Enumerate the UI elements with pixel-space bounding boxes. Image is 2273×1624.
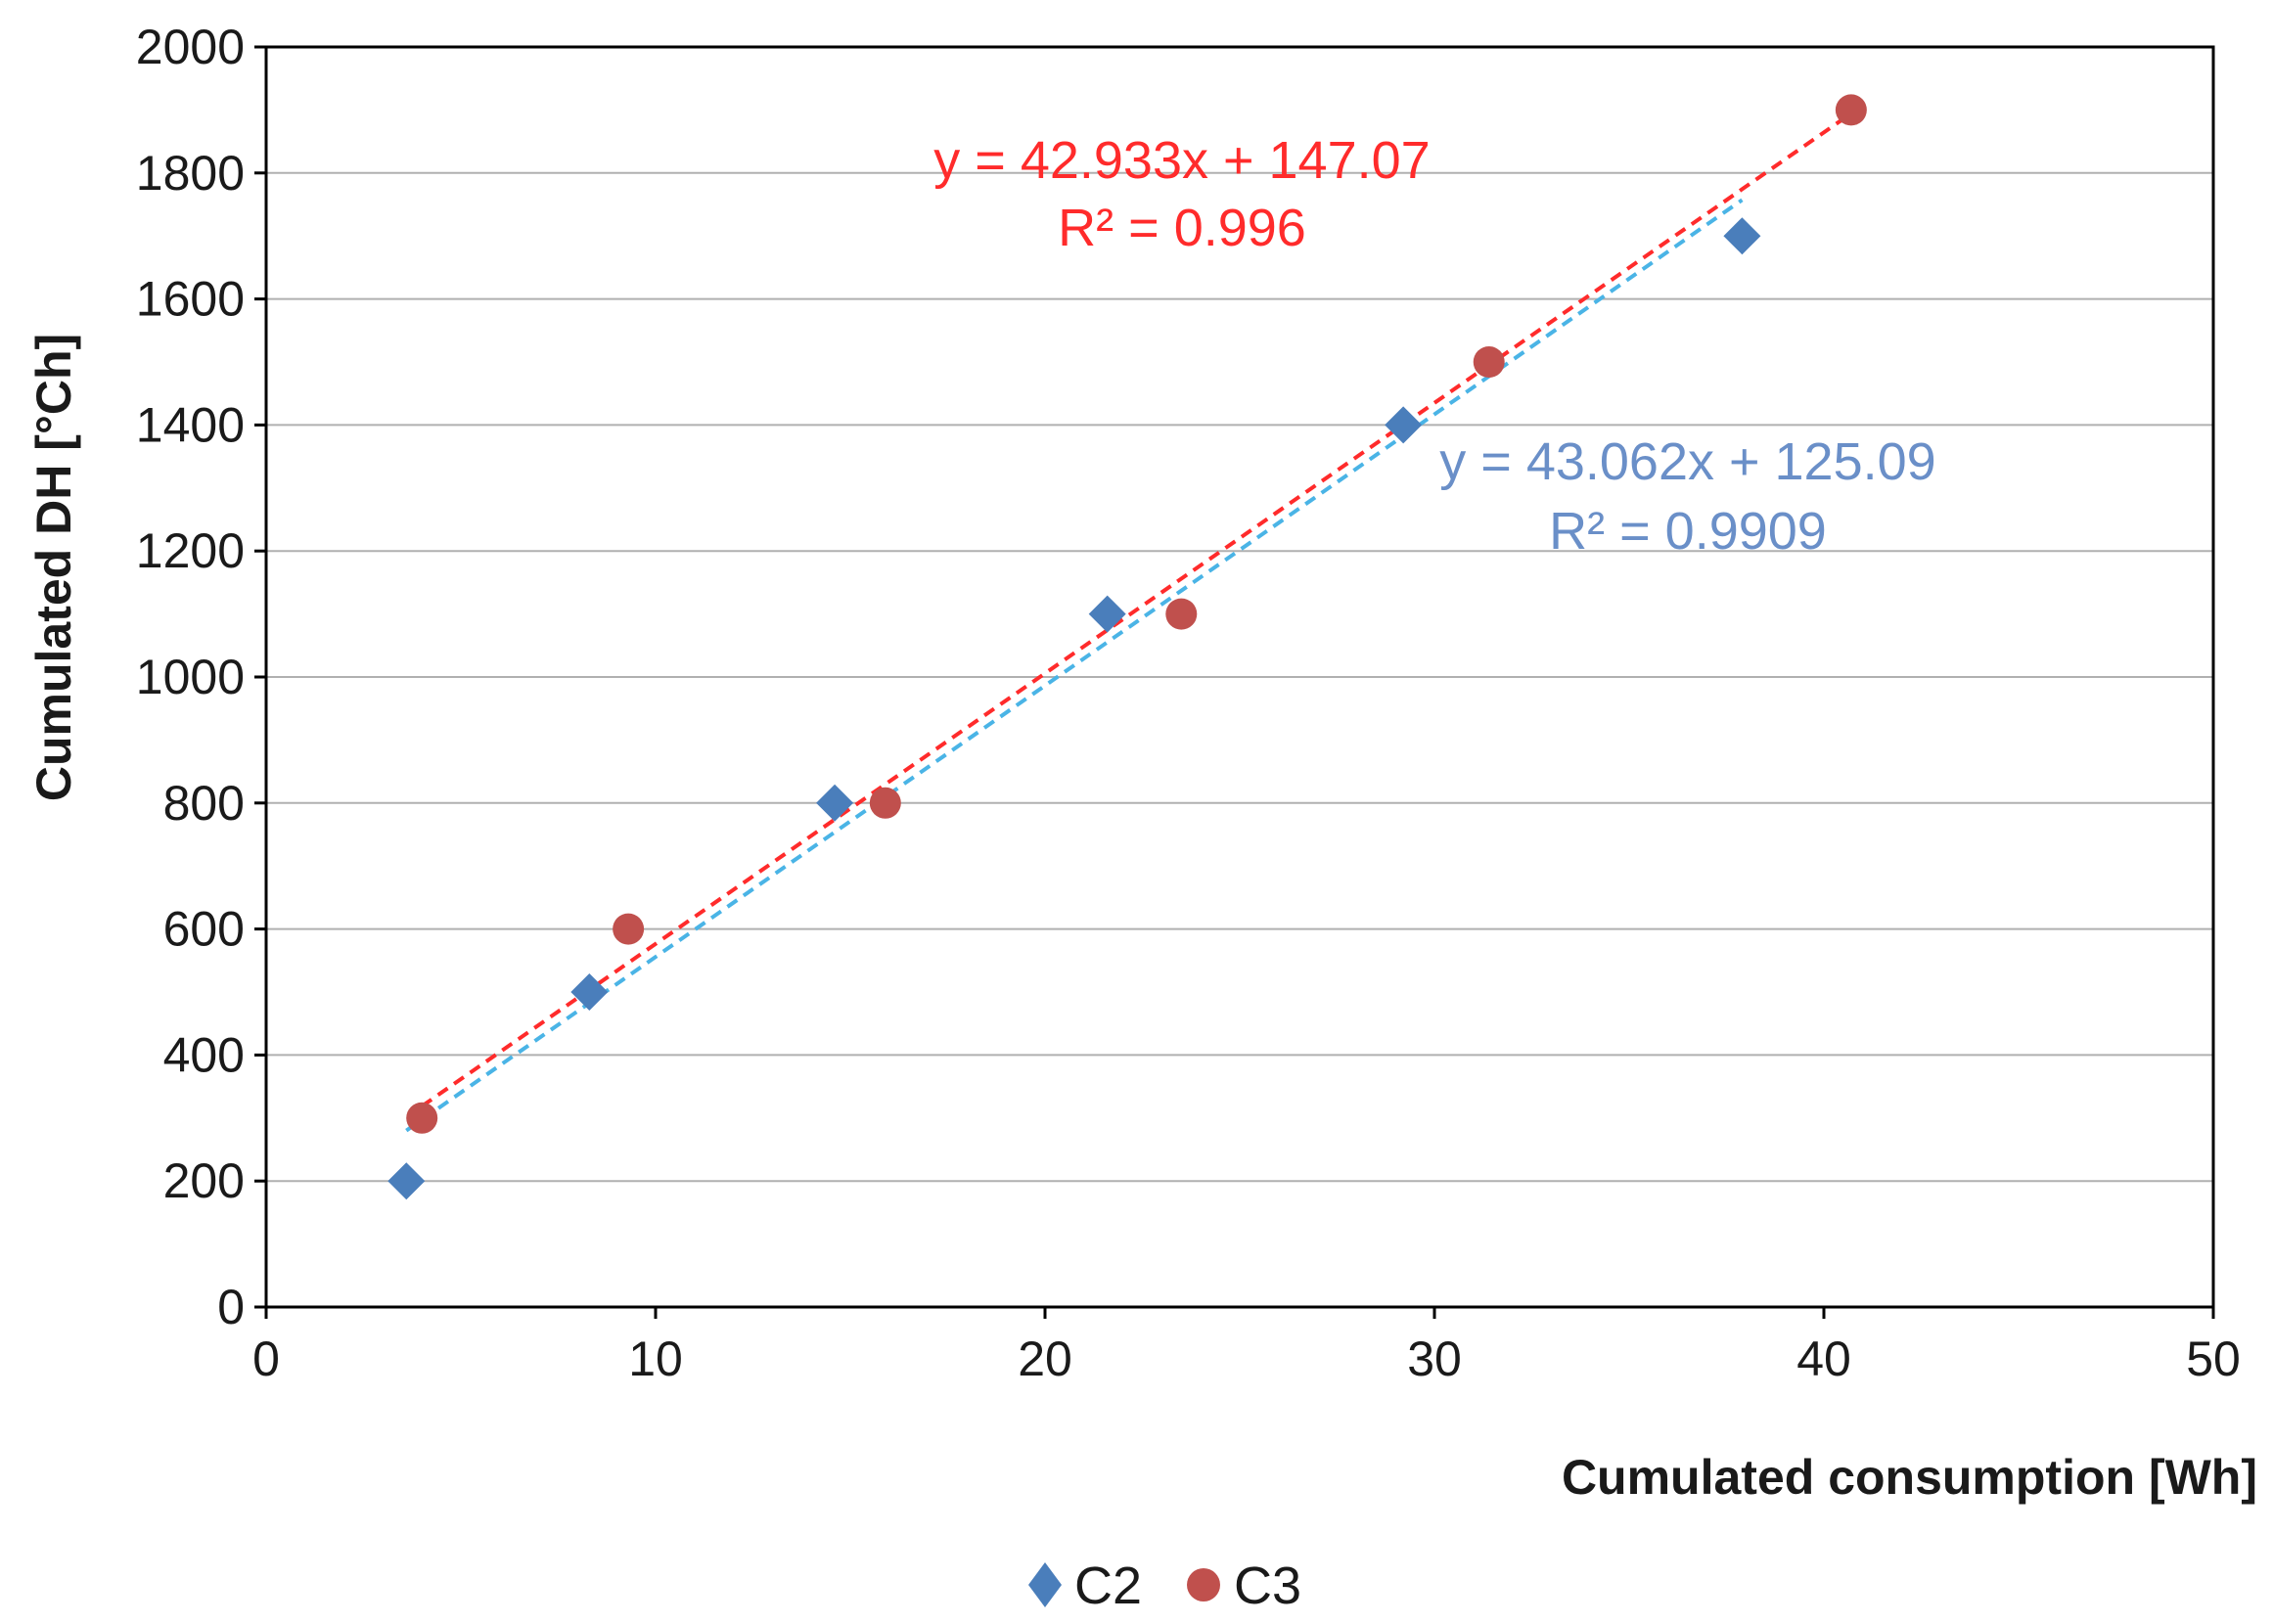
y-tick-label-1800: 1800: [136, 146, 245, 201]
legend-label-c2: C2: [1074, 1556, 1142, 1615]
point-c3-2: [869, 787, 901, 819]
trendline-r2-c2: R² = 0.9909: [1549, 502, 1827, 561]
trendline-c2: [405, 198, 1744, 1133]
trendline-equation-c2: y = 43.062x + 125.09: [1439, 432, 1935, 491]
y-tick-label-400: 400: [163, 1027, 245, 1082]
trendline-c3: [421, 112, 1853, 1108]
legend: C2 C3: [1028, 1556, 1301, 1615]
y-tick-label-1400: 1400: [136, 397, 245, 452]
x-tick-label-40: 40: [1796, 1331, 1851, 1386]
y-tick-label-1600: 1600: [136, 272, 245, 327]
y-tick-label-800: 800: [163, 776, 245, 831]
y-tick-label-1200: 1200: [136, 523, 245, 578]
axis-ticks: 0 200 400 600 800 1000 1200 1400 1600 1800 2000 0 10…: [136, 20, 2241, 1386]
point-c2-2: [816, 784, 854, 822]
point-c2-4: [1385, 406, 1423, 444]
x-axis-label: Cumulated consumption [Wh]: [1562, 1450, 2257, 1505]
point-c3-0: [406, 1102, 438, 1134]
x-tick-label-50: 50: [2186, 1331, 2241, 1386]
trendline-r2-c3: R² = 0.996: [1058, 199, 1306, 257]
x-tick-label-0: 0: [252, 1331, 280, 1386]
point-c3-4: [1473, 346, 1505, 378]
y-tick-label-600: 600: [163, 902, 245, 957]
point-c3-1: [613, 913, 645, 945]
trendlines: [405, 112, 1853, 1133]
y-tick-label-0: 0: [217, 1280, 245, 1334]
y-tick-label-200: 200: [163, 1153, 245, 1208]
point-c2-3: [1088, 595, 1126, 633]
point-c3-3: [1165, 598, 1198, 630]
x-tick-label-10: 10: [628, 1331, 683, 1386]
y-tick-label-2000: 2000: [136, 20, 245, 74]
trendline-equation-c3: y = 42.933x + 147.07: [933, 131, 1430, 190]
y-axis-label: Cumulated DH [°Ch]: [26, 334, 81, 801]
point-c2-0: [387, 1162, 426, 1200]
y-tick-label-1000: 1000: [136, 650, 245, 704]
data-points: [387, 94, 1867, 1200]
x-tick-label-30: 30: [1407, 1331, 1462, 1386]
legend-marker-c2: [1028, 1562, 1062, 1607]
gridlines: [266, 171, 2213, 1183]
point-c2-5: [1723, 217, 1761, 255]
legend-label-c3: C3: [1234, 1556, 1301, 1615]
legend-marker-c3: [1187, 1568, 1220, 1601]
point-c3-5: [1835, 94, 1867, 126]
point-c2-1: [570, 973, 609, 1011]
x-tick-label-20: 20: [1018, 1331, 1072, 1386]
